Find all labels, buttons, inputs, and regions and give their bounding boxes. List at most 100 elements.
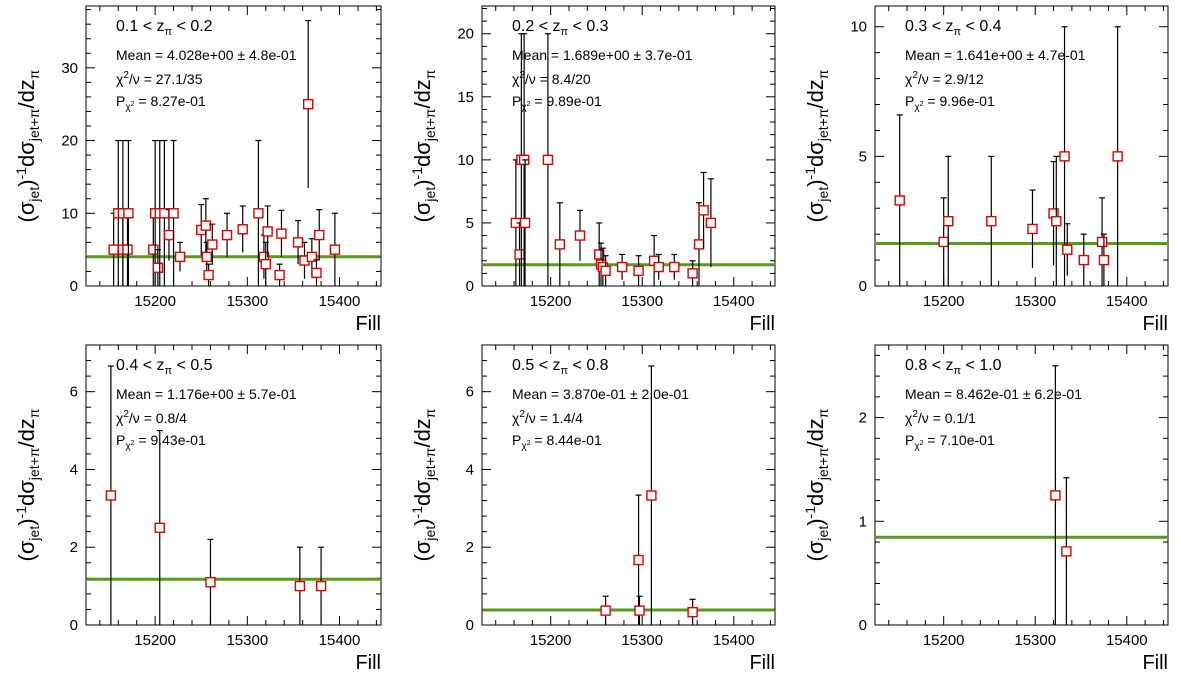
range-hi: 0.3 <box>586 18 608 35</box>
x-axis-title: Fill <box>749 313 775 335</box>
y-title-sub: π <box>815 69 831 79</box>
y-title-part: ) <box>14 179 39 186</box>
mean-text: Mean = 3.870e-01 ± 2.0e-01 <box>512 386 689 402</box>
prob-sub-sup: 2 <box>131 440 135 447</box>
data-point <box>1062 244 1073 255</box>
range-lt: < <box>568 18 586 35</box>
range-lt: < <box>534 18 552 35</box>
prob-text: Pχ2 = 8.44e-01 <box>512 432 602 452</box>
y-tick-label: 0 <box>70 617 78 634</box>
chi-symbol: χ <box>116 71 124 87</box>
nu-symbol: /ν <box>129 71 140 87</box>
data-point <box>123 208 134 219</box>
data-point <box>315 580 327 592</box>
y-title-part: (σ <box>410 201 435 222</box>
data-point <box>600 265 611 277</box>
chi2-value: = 2.9/12 <box>929 71 984 87</box>
data-point <box>201 251 212 263</box>
y-title-sub: π <box>26 69 42 79</box>
data-point <box>311 267 322 279</box>
chi-sup: 2 <box>123 409 129 420</box>
y-tick-label: 4 <box>466 461 474 478</box>
data-point <box>168 208 179 219</box>
range-lt: < <box>534 357 552 374</box>
y-tick-label: 2 <box>466 539 474 556</box>
data-point <box>1098 254 1110 266</box>
data-point <box>262 226 273 237</box>
prob-text: Pχ2 = 9.43e-01 <box>116 432 206 452</box>
range-var-sub: π <box>953 365 961 377</box>
data-point <box>294 580 306 592</box>
range-var: z <box>156 18 164 35</box>
mean-text: Mean = 4.028e+00 ± 4.8e-01 <box>116 47 297 63</box>
x-tick-label: 15400 <box>1106 293 1148 310</box>
data-point <box>200 220 212 231</box>
data-point <box>1050 490 1061 501</box>
y-tick-label: 0 <box>466 278 474 295</box>
y-tick-label: 10 <box>61 205 78 222</box>
range-lt: < <box>172 18 190 35</box>
data-point <box>253 208 264 219</box>
mean-text: Mean = 1.689e+00 ± 3.7e-01 <box>512 47 693 63</box>
data-point <box>108 244 119 255</box>
x-tick-label: 15300 <box>1014 632 1056 649</box>
data-point <box>542 154 554 166</box>
data-point <box>1051 215 1062 227</box>
x-axis-title: Fill <box>1142 313 1168 335</box>
prob-value: = 9.96e-01 <box>924 93 995 109</box>
data-point <box>1078 254 1089 266</box>
data-point <box>634 605 645 616</box>
range-label: 0.5 < zπ < 0.8 <box>512 357 609 377</box>
mean-text: Mean = 1.641e+00 ± 4.7e-01 <box>905 47 1086 63</box>
y-tick-label: 20 <box>457 26 474 43</box>
range-var-sub: π <box>164 26 172 38</box>
y-title-sub: π <box>815 408 831 418</box>
x-tick-label: 15400 <box>713 293 755 310</box>
data-point <box>669 261 680 273</box>
plot-frame <box>85 5 382 287</box>
nu-symbol: /ν <box>525 71 536 87</box>
data-point <box>163 229 175 241</box>
y-title-part: ) <box>803 179 828 186</box>
prob-text: Pχ2 = 9.96e-01 <box>905 93 995 113</box>
y-title-sup: -1 <box>13 506 29 519</box>
y-title-part: (σ <box>14 201 39 222</box>
prob-sub: χ <box>125 102 131 113</box>
prob-sub-sup: 2 <box>131 101 135 108</box>
data-point <box>693 239 705 250</box>
range-hi: 0.8 <box>586 357 608 374</box>
y-tick-label: 0 <box>70 278 78 295</box>
data-point <box>594 249 605 260</box>
y-title-part: ) <box>410 518 435 525</box>
data-point <box>687 268 698 279</box>
y-tick-label: 2 <box>859 410 867 427</box>
prob-sub-sup: 2 <box>920 440 924 447</box>
y-title-part: (σ <box>14 540 39 561</box>
y-title-part: /dz <box>410 79 435 108</box>
data-point <box>152 262 164 274</box>
data-point <box>894 195 905 206</box>
y-title-part: /dz <box>803 418 828 447</box>
range-label: 0.2 < zπ < 0.3 <box>512 18 609 38</box>
x-tick-label: 15300 <box>226 293 268 310</box>
prob-value: = 9.89e-01 <box>531 93 602 109</box>
range-label: 0.3 < zπ < 0.4 <box>905 18 1002 38</box>
data-point <box>274 269 285 281</box>
y-title-part: (σ <box>410 540 435 561</box>
y-title-sub: π <box>26 408 42 418</box>
x-tick-label: 15300 <box>1014 293 1056 310</box>
nu-symbol: /ν <box>129 410 140 426</box>
y-axis-title: (σjet)-1dσjet+π/dzπ <box>802 69 831 222</box>
y-title-sub: jet <box>815 187 831 203</box>
chi-symbol: χ <box>512 410 520 426</box>
data-point <box>574 230 586 241</box>
range-hi: 0.5 <box>190 357 212 374</box>
range-var-sub: π <box>953 26 961 38</box>
prob-symbol: P <box>905 432 914 448</box>
chi2-text: χ2/ν = 1.4/4 <box>512 409 583 426</box>
data-point <box>633 265 644 277</box>
nu-symbol: /ν <box>525 410 536 426</box>
y-title-sub: jet+π <box>26 108 42 142</box>
x-tick-label: 15200 <box>530 632 572 649</box>
x-tick-label: 15400 <box>713 632 755 649</box>
